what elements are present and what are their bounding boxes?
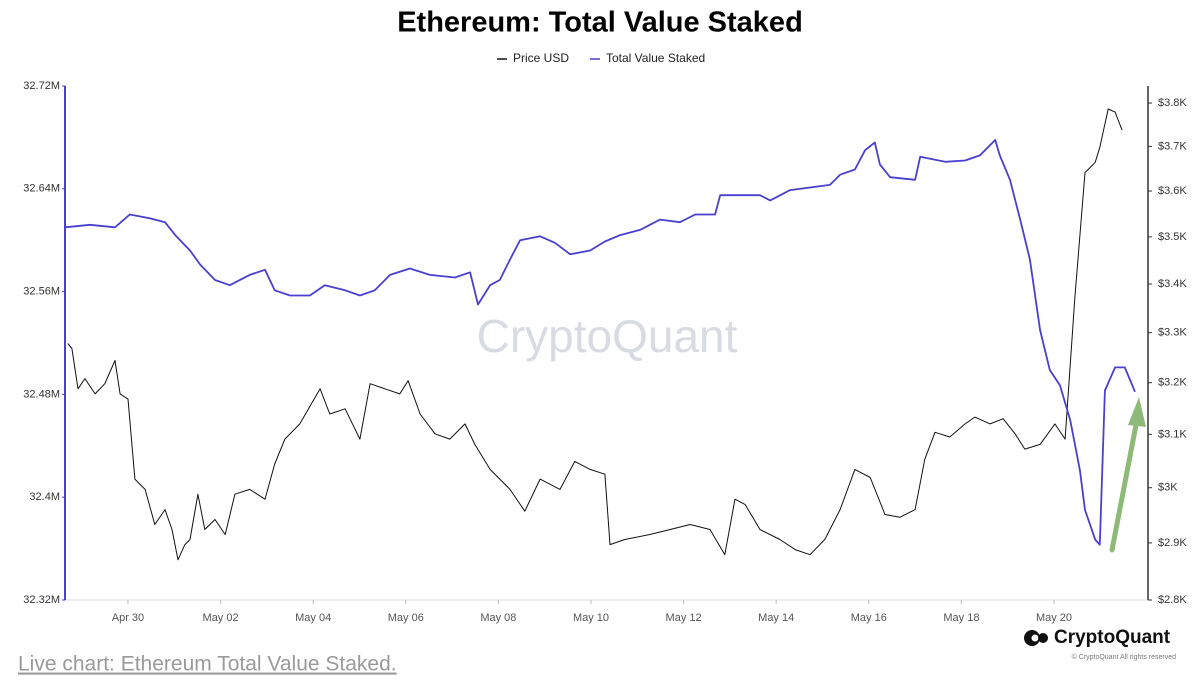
y2-tick-label: $3.4K (1158, 278, 1187, 290)
y2-tick-label: $2.9K (1158, 537, 1187, 549)
y2-tick-label: $3.5K (1158, 231, 1187, 243)
annotation-arrow (1109, 397, 1146, 553)
caption-link[interactable]: Live chart: Ethereum Total Value Staked. (18, 653, 397, 676)
brand-logo (1024, 630, 1048, 646)
x-tick-label: May 14 (758, 612, 794, 624)
x-tick-label: May 20 (1036, 612, 1072, 624)
y2-tick-label: $3K (1158, 482, 1178, 494)
legend-label: Price USD (513, 51, 569, 65)
x-tick-label: May 02 (203, 612, 239, 624)
x-tick-label: May 06 (388, 612, 424, 624)
y2-tick-label: $3.8K (1158, 97, 1187, 109)
x-tick-label: May 18 (943, 612, 979, 624)
y-tick-label: 32.32M (23, 594, 60, 606)
y-tick-label: 32.72M (23, 80, 60, 92)
x-tick-label: May 10 (573, 612, 609, 624)
chart-title: Ethereum: Total Value Staked (397, 7, 803, 39)
y2-tick-label: $2.8K (1158, 594, 1187, 606)
y-tick-label: 32.4M (29, 491, 60, 503)
watermark: CryptoQuant (477, 310, 738, 362)
x-tick-label: May 16 (851, 612, 887, 624)
y-tick-label: 32.56M (23, 286, 60, 298)
copyright: © CryptoQuant All rights reserved (1072, 653, 1176, 661)
x-tick-label: Apr 30 (112, 612, 144, 624)
x-tick-label: May 04 (295, 612, 331, 624)
y-tick-label: 32.48M (23, 388, 60, 400)
y2-tick-label: $3.2K (1158, 377, 1187, 389)
legend-label: Total Value Staked (606, 51, 705, 65)
y2-tick-label: $3.7K (1158, 140, 1187, 152)
brand-name: CryptoQuant (1054, 627, 1171, 648)
y-tick-label: 32.64M (23, 183, 60, 195)
x-tick-label: May 08 (480, 612, 516, 624)
series-line (64, 139, 1136, 546)
series-line (67, 108, 1123, 561)
x-tick-label: May 12 (666, 612, 702, 624)
y2-tick-label: $3.6K (1158, 185, 1187, 197)
y2-tick-label: $3.1K (1158, 428, 1187, 440)
y2-tick-label: $3.3K (1158, 327, 1187, 339)
